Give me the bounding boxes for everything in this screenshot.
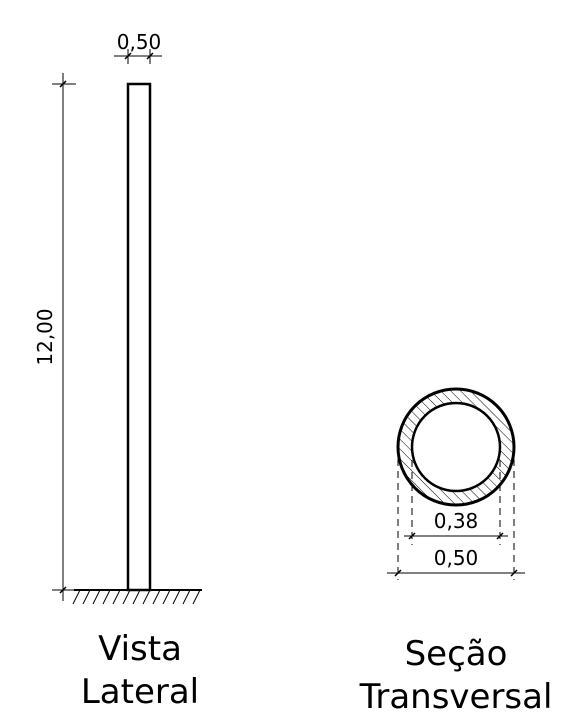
lateral-caption-line1: Vista [98, 629, 182, 669]
section-caption-line2: Transversal [359, 677, 553, 717]
outer-diameter-label: 0,50 [434, 546, 479, 570]
inner-diameter-label: 0,38 [434, 509, 479, 533]
lateral-caption-line2: Lateral [81, 672, 199, 712]
top-width-dimension: 0,50 [114, 30, 162, 64]
column-lateral [126, 82, 152, 592]
section-caption-line1: Seção [405, 634, 508, 674]
top-width-label: 0,50 [117, 30, 162, 54]
projection-lines [397, 447, 515, 580]
cross-section: 0,38 0,50 Seção Transversal [359, 387, 553, 717]
height-label: 12,00 [33, 308, 57, 365]
height-dimension: 12,00 [33, 73, 76, 601]
outer-circle [396, 387, 516, 507]
outer-diameter-dimension: 0,50 [387, 546, 525, 577]
ground-hatch [72, 589, 202, 605]
inner-circle [410, 401, 502, 493]
inner-diameter-dimension: 0,38 [404, 509, 508, 540]
lateral-view: 0,50 12,00 [33, 30, 202, 712]
